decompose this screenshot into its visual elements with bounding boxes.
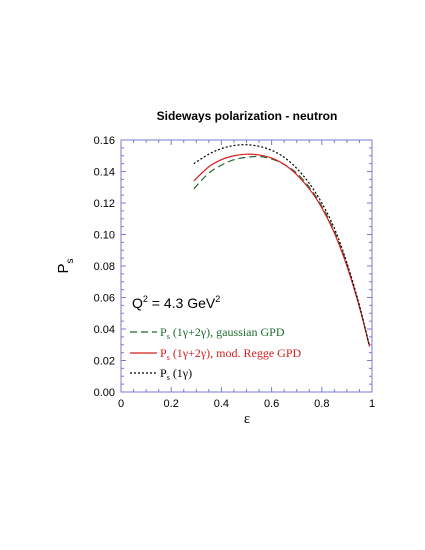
q2-annotation-q: Q bbox=[132, 295, 143, 311]
y-axis-label-main: P bbox=[55, 263, 72, 273]
q2-annotation-mid: = 4.3 GeV bbox=[148, 295, 216, 311]
y-tick-label: 0.04 bbox=[94, 324, 115, 336]
series-lines bbox=[193, 144, 371, 347]
series-line-gaussian bbox=[193, 155, 371, 347]
chart-title: Sideways polarization - neutron bbox=[157, 109, 338, 123]
y-tick-label: 0.10 bbox=[94, 230, 115, 242]
y-tick-label: 0.06 bbox=[94, 293, 115, 305]
y-tick-labels: 0.00 0.02 0.04 0.06 0.08 0.10 0.12 0.14 0.16 bbox=[94, 135, 115, 399]
y-tick-label: 0.12 bbox=[94, 198, 115, 210]
y-axis-label: Ps bbox=[55, 258, 76, 273]
x-tick-labels: 0 0.2 0.4 0.6 0.8 1 bbox=[118, 398, 375, 410]
y-tick-label: 0.02 bbox=[94, 356, 115, 368]
svg-text:Ps: Ps bbox=[55, 258, 76, 273]
x-tick-label: 0 bbox=[118, 398, 124, 410]
series-line-onegamma bbox=[193, 144, 371, 347]
x-tick-label: 0.8 bbox=[314, 398, 329, 410]
q2-annotation-sup1: 2 bbox=[143, 294, 148, 304]
x-tick-label: 0.2 bbox=[164, 398, 179, 410]
legend-label-regge: Ps (1γ+2γ), mod. Regge GPD bbox=[160, 346, 302, 362]
y-tick-label: 0.08 bbox=[94, 261, 115, 273]
q2-annotation-sup2: 2 bbox=[215, 294, 220, 304]
legend: Ps (1γ+2γ), gaussian GPD Ps (1γ+2γ), mod… bbox=[130, 325, 302, 382]
q2-annotation: Q2 = 4.3 GeV2 bbox=[132, 294, 220, 311]
x-axis-label: ε bbox=[244, 411, 250, 427]
y-tick-label: 0.16 bbox=[94, 135, 115, 147]
x-tick-label: 0.4 bbox=[214, 398, 229, 410]
x-tick-label: 0.6 bbox=[264, 398, 279, 410]
x-tick-label: 1 bbox=[369, 398, 375, 410]
legend-label-onegamma: Ps (1γ) bbox=[160, 366, 192, 382]
legend-label-gaussian: Ps (1γ+2γ), gaussian GPD bbox=[160, 325, 285, 341]
y-axis-label-sub: s bbox=[65, 258, 76, 263]
series-line-regge bbox=[193, 153, 371, 347]
y-tick-label: 0.14 bbox=[94, 167, 115, 179]
axis-ticks bbox=[120, 139, 373, 393]
y-tick-label: 0.00 bbox=[94, 387, 115, 399]
